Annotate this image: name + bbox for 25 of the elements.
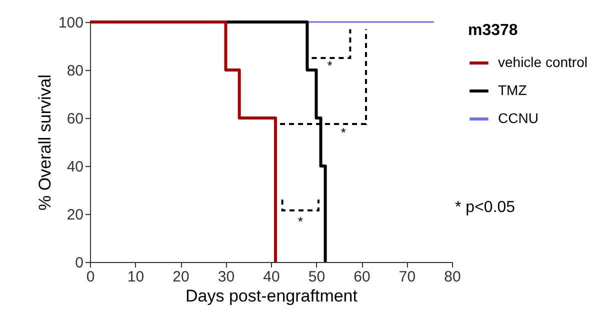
x-tick-label: 10: [127, 268, 144, 286]
x-tick-label: 70: [398, 268, 416, 286]
x-axis-title: Days post-engraftment: [186, 286, 358, 306]
y-tick-label: 80: [66, 62, 84, 80]
x-tick-label: 60: [354, 268, 370, 286]
annotation: *: [327, 58, 332, 73]
x-tick-label: 80: [444, 268, 461, 286]
x-tick-label: 20: [172, 268, 190, 286]
y-tick-label: 20: [66, 206, 84, 224]
y-tick-label: 0: [75, 254, 84, 272]
text: * p<0.05: [455, 199, 516, 216]
y-tick-label: 60: [66, 110, 84, 128]
annotation: *: [340, 125, 346, 140]
y-tick-label: 100: [58, 14, 84, 32]
x-tick-label: 40: [263, 268, 280, 286]
x-tick-label: 0: [86, 268, 95, 286]
annotation: *: [298, 214, 303, 229]
legend-label: TMZ: [498, 82, 528, 98]
legend-title: m3378: [468, 22, 518, 39]
y-axis-title: % Overall survival: [35, 74, 54, 211]
legend-label: vehicle control: [498, 54, 588, 70]
x-tick-label: 50: [308, 268, 326, 286]
y-tick-label: 40: [66, 158, 84, 176]
legend-label: CCNU: [498, 110, 538, 126]
x-tick-label: 30: [218, 268, 235, 286]
